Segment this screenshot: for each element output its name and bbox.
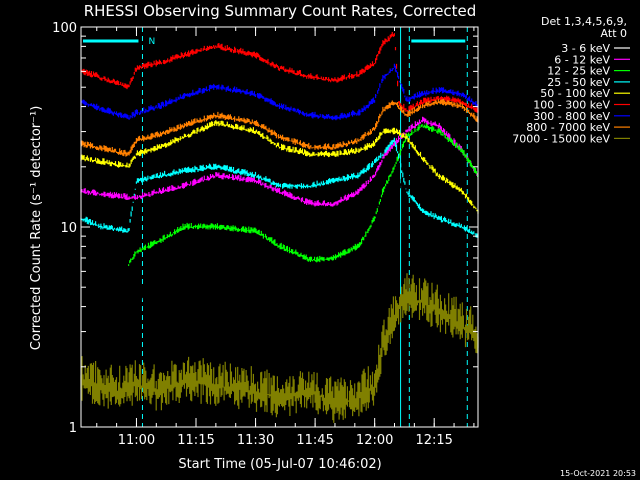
- legend-label: 300 - 800 keV: [533, 110, 610, 123]
- series-trace: [128, 159, 479, 321]
- legend-label: 7000 - 15000 keV: [512, 132, 610, 145]
- legend-label: 12 - 25 keV: [547, 65, 610, 78]
- x-tick-label: 12:00: [356, 433, 393, 448]
- x-axis-label: Start Time (05-Jul-07 10:46:02): [178, 457, 381, 472]
- legend-label: 3 - 6 keV: [561, 42, 610, 55]
- legend-label: 800 - 7000 keV: [526, 121, 610, 134]
- x-tick-label: 11:30: [237, 433, 274, 448]
- night-annotation: N: [148, 37, 155, 47]
- legend-label: 50 - 100 keV: [540, 87, 610, 100]
- x-tick-label: 11:45: [296, 433, 333, 448]
- chart-title: RHESSI Observing Summary Count Rates, Co…: [84, 2, 477, 20]
- series-trace: [128, 123, 479, 266]
- x-tick-label: 12:15: [415, 433, 452, 448]
- x-tick-label: 11:15: [177, 433, 214, 448]
- series-12-25kev: [128, 123, 479, 266]
- footer-timestamp: 15-Oct-2021 20:53: [560, 469, 636, 478]
- legend-label: 6 - 12 keV: [554, 53, 610, 66]
- y-axis-label: Corrected Count Rate (s⁻¹ detector⁻¹): [29, 106, 44, 351]
- legend-header: Att 0: [601, 27, 627, 40]
- legend-label: 100 - 300 keV: [533, 99, 610, 112]
- plot-area: N 1 10 100 11:00 11:15 11:30 11:45 12:00 12:15: [52, 21, 479, 448]
- legend-header: Det 1,3,4,5,6,9,: [541, 15, 627, 28]
- y-tick-label: 10: [60, 221, 77, 236]
- y-tick-label: 100: [52, 21, 77, 36]
- legend-label: 25 - 50 keV: [547, 76, 610, 89]
- y-tick-label: 1: [69, 421, 77, 436]
- x-tick-label: 11:00: [118, 433, 155, 448]
- series-3-6kev: [128, 159, 479, 321]
